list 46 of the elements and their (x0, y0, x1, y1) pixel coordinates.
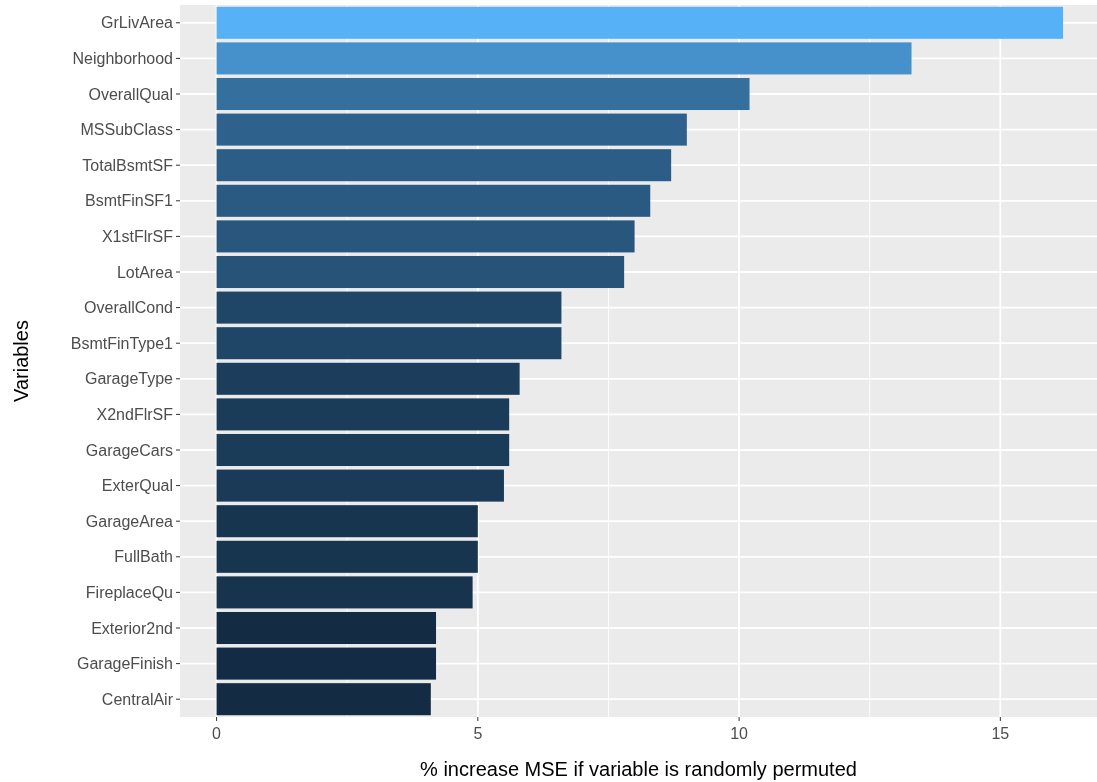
bar (216, 398, 510, 431)
y-tick-label: OverallQual (88, 85, 173, 103)
bar (216, 433, 510, 467)
bar (216, 647, 437, 680)
bar (216, 220, 635, 253)
x-tick-label: 5 (473, 725, 483, 742)
x-tick-label: 15 (991, 725, 1010, 742)
bar (216, 149, 672, 182)
bar (216, 469, 504, 502)
x-axis-title: % increase MSE if variable is randomly permuted (420, 758, 857, 780)
y-tick-label: Exterior2nd (91, 619, 173, 637)
bar (216, 42, 912, 75)
y-tick-label: GarageFinish (76, 655, 173, 673)
y-tick-label: X1stFlrSF (101, 228, 174, 245)
bar (216, 327, 562, 360)
y-tick-label: GarageType (84, 370, 174, 388)
bar (216, 576, 473, 609)
y-tick-label: OverallCond (84, 299, 173, 317)
y-tick-label: BsmtFinSF1 (84, 192, 174, 210)
y-tick-label: LotArea (116, 263, 174, 281)
x-tick-label: 10 (730, 725, 749, 742)
bar (216, 683, 431, 716)
bar (216, 77, 750, 111)
y-tick-label: GarageArea (85, 512, 174, 530)
y-tick-label: GrLivArea (100, 14, 174, 32)
bar (216, 362, 520, 395)
bar (216, 255, 625, 289)
y-tick-label: ExterQual (101, 477, 173, 495)
y-tick-label: Neighborhood (72, 50, 173, 67)
y-tick-label: FullBath (114, 548, 173, 566)
bar (216, 291, 562, 324)
bar (216, 540, 478, 573)
y-tick-label: GarageCars (85, 441, 173, 459)
bar (216, 611, 437, 645)
y-tick-label: X2ndFlrSF (96, 406, 174, 423)
y-tick-label: CentralAir (101, 690, 174, 708)
y-axis-title: Variables (10, 320, 32, 402)
y-tick-label: TotalBsmtSF (82, 156, 174, 174)
bar (216, 184, 651, 217)
x-tick-label: 0 (212, 725, 222, 742)
y-tick-label: FireplaceQu (85, 584, 173, 601)
y-tick-label: BsmtFinType1 (70, 334, 174, 352)
bar (216, 113, 687, 146)
bar (216, 6, 1064, 39)
bar (216, 505, 478, 538)
y-tick-label: MSSubClass (80, 121, 173, 139)
